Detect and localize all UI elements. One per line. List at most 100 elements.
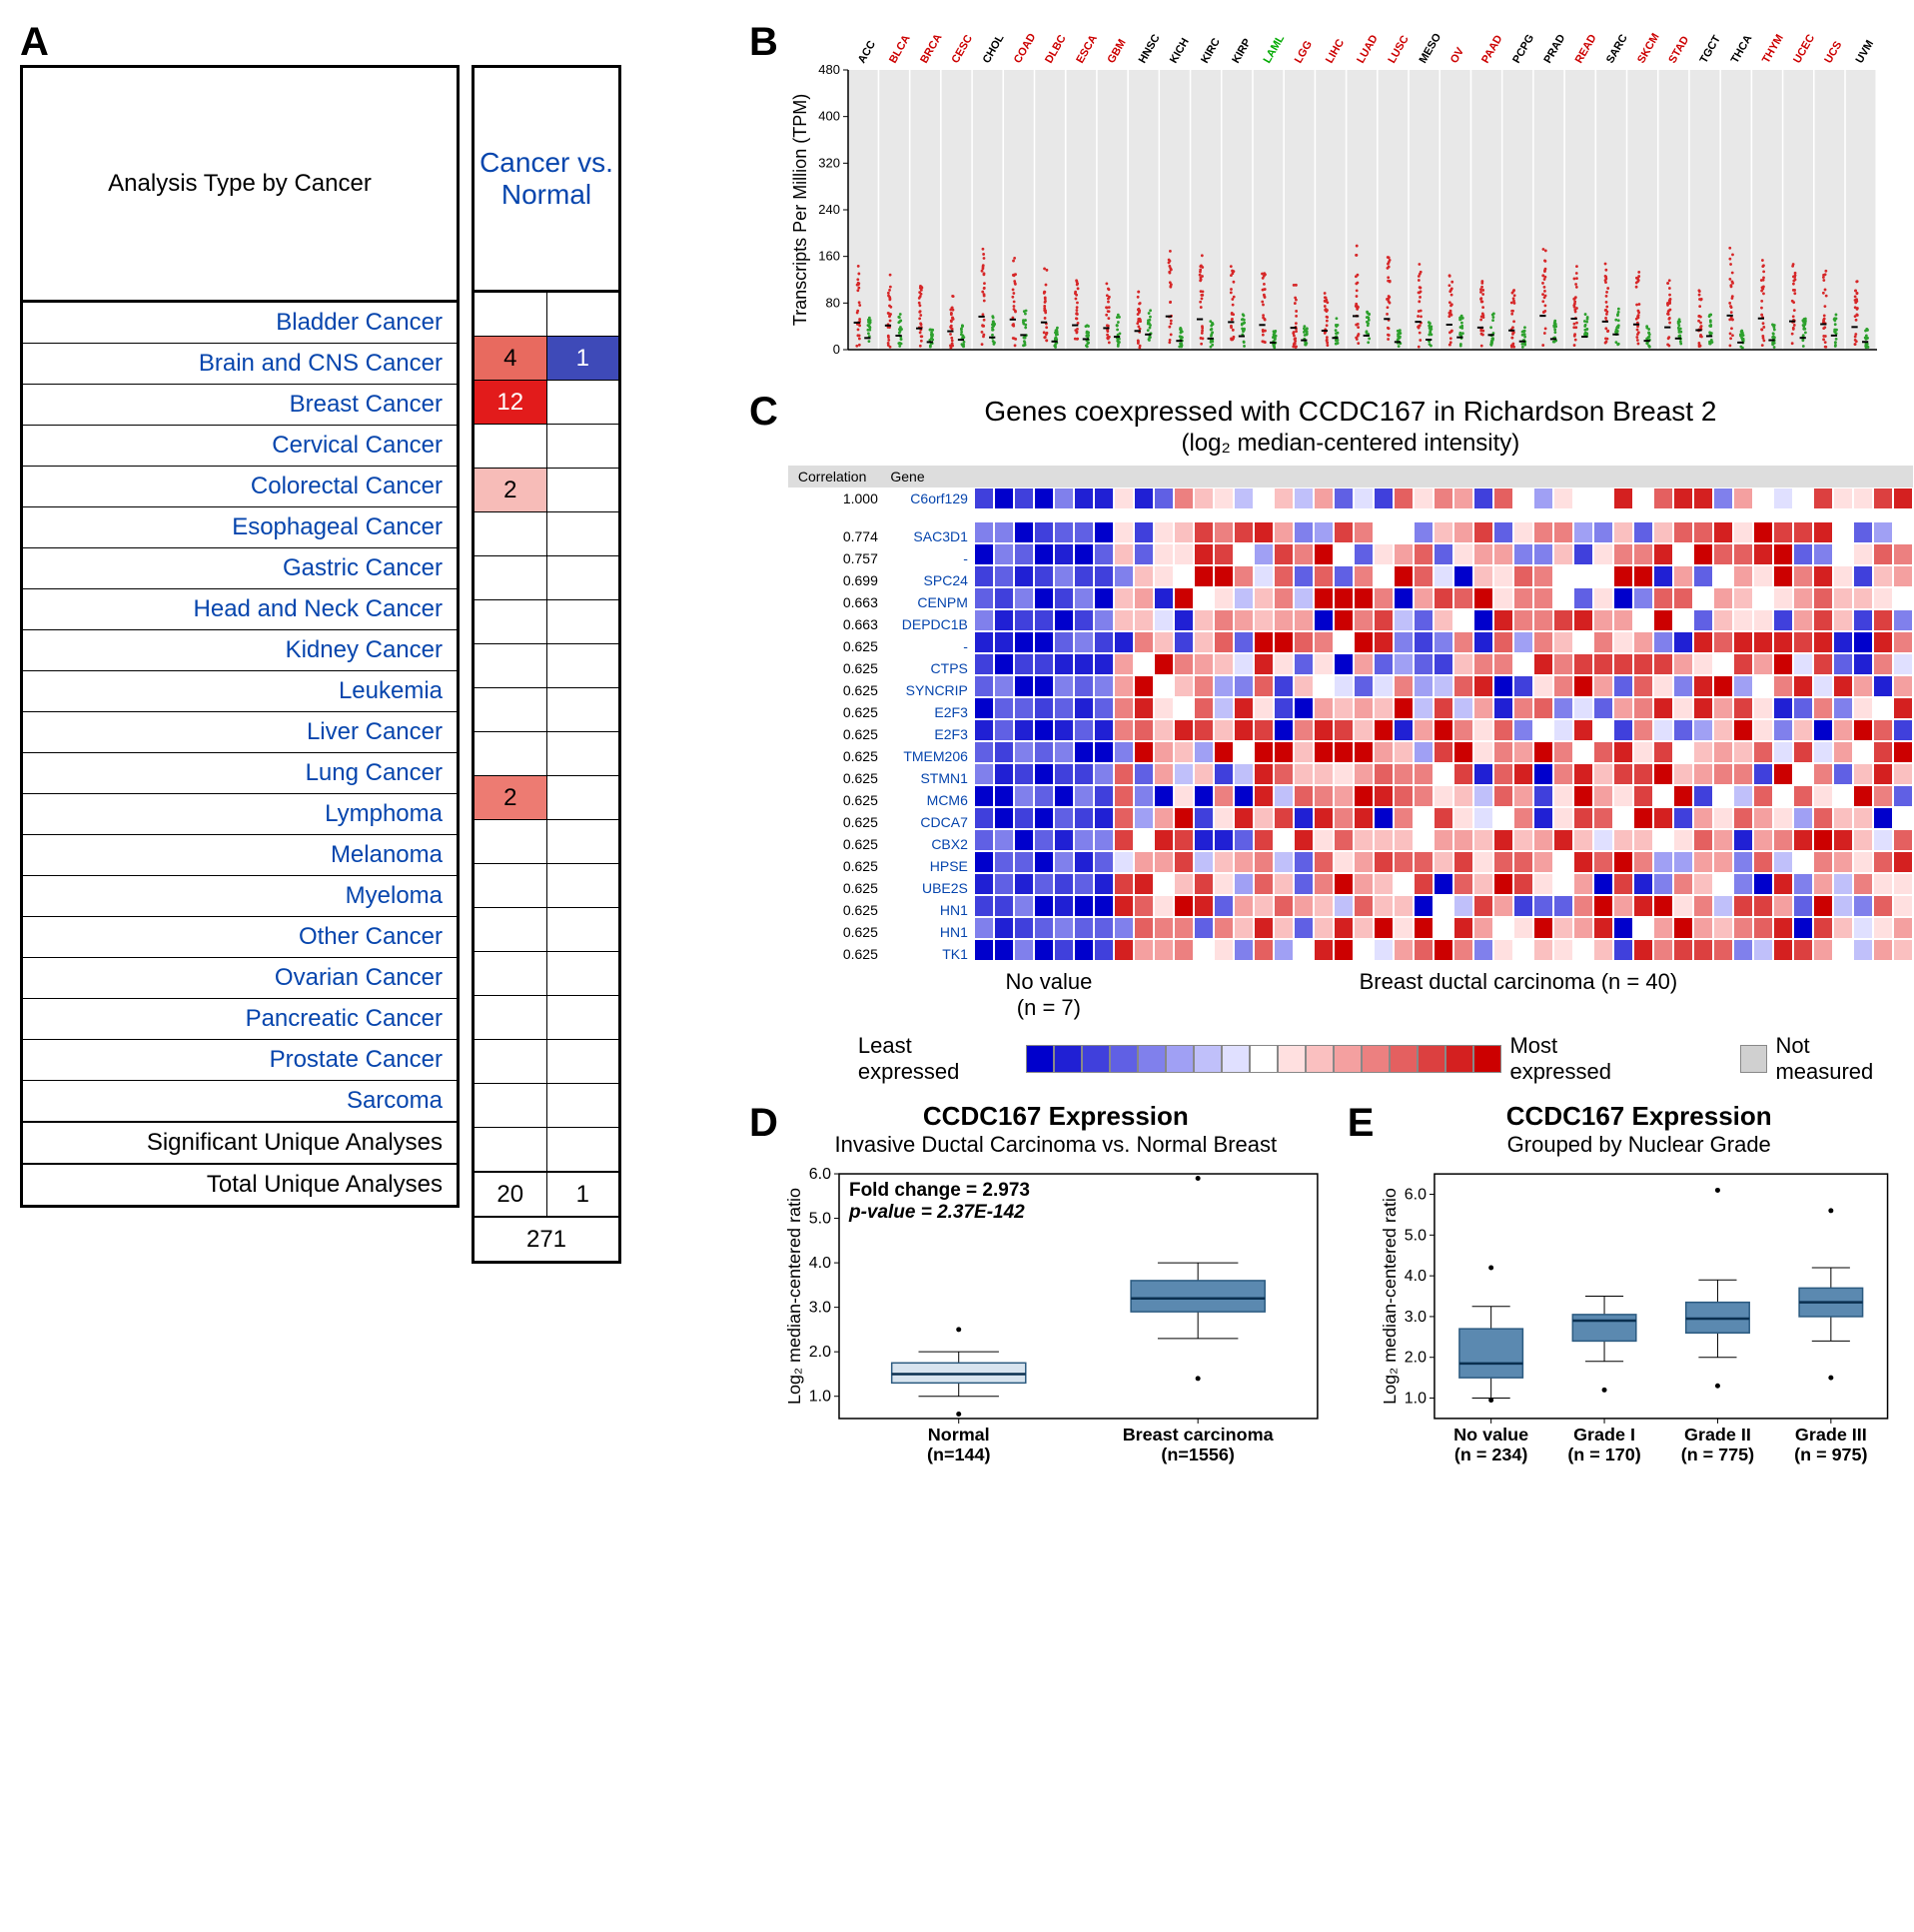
boxplot-d: 1.02.03.04.05.06.0Log₂ median-centered r… (784, 1164, 1328, 1473)
cancer-row[interactable]: Head and Neck Cancer (22, 589, 459, 630)
heatmap-group-labels: No value(n = 7) Breast ductal carcinoma … (788, 969, 1913, 1021)
down-cell (546, 732, 620, 776)
down-cell (546, 864, 620, 908)
svg-text:SKCM: SKCM (1635, 31, 1662, 65)
cancer-row[interactable]: Sarcoma (22, 1081, 459, 1123)
up-cell (474, 512, 547, 556)
svg-text:80: 80 (825, 295, 839, 310)
svg-text:1.0: 1.0 (809, 1389, 831, 1406)
cancer-row[interactable]: Liver Cancer (22, 712, 459, 753)
svg-text:Breast carcinoma: Breast carcinoma (1123, 1425, 1275, 1445)
down-cell (546, 1040, 620, 1084)
cancer-row[interactable]: Lymphoma (22, 794, 459, 835)
up-cell (474, 600, 547, 644)
svg-text:LIHC: LIHC (1324, 37, 1347, 65)
svg-text:3.0: 3.0 (809, 1300, 831, 1317)
cancer-row[interactable]: Esophageal Cancer (22, 507, 459, 548)
svg-text:Transcripts Per Million (TPM): Transcripts Per Million (TPM) (790, 94, 810, 326)
svg-text:OV: OV (1448, 45, 1467, 65)
cancer-row[interactable]: Melanoma (22, 835, 459, 876)
svg-text:6.0: 6.0 (809, 1166, 831, 1183)
cancer-table: Analysis Type by Cancer Bladder CancerBr… (20, 65, 460, 1208)
svg-text:(n = 234): (n = 234) (1454, 1445, 1527, 1464)
up-cell (474, 425, 547, 469)
panel-c-label: C (749, 390, 778, 435)
up-cell (474, 908, 547, 952)
up-cell: 12 (474, 381, 547, 425)
panel-c-subtitle: (log₂ median-centered intensity) (788, 430, 1913, 458)
cancer-row[interactable]: Gastric Cancer (22, 548, 459, 589)
panel-d-label: D (749, 1101, 778, 1478)
svg-text:PCPG: PCPG (1510, 32, 1536, 65)
cancer-row[interactable]: Lung Cancer (22, 753, 459, 794)
down-cell (546, 1128, 620, 1173)
panel-b-label: B (749, 20, 778, 65)
up-cell: 2 (474, 469, 547, 512)
svg-text:160: 160 (818, 249, 840, 264)
panel-a: Analysis Type by Cancer Bladder CancerBr… (20, 65, 719, 1264)
svg-text:480: 480 (818, 62, 840, 77)
cancer-row[interactable]: Colorectal Cancer (22, 467, 459, 507)
down-cell (546, 425, 620, 469)
up-cell: 4 (474, 337, 547, 381)
svg-text:6.0: 6.0 (1405, 1187, 1427, 1204)
svg-text:PRAD: PRAD (1541, 32, 1567, 65)
up-cell (474, 820, 547, 864)
svg-text:DLBC: DLBC (1043, 33, 1069, 66)
down-cell (546, 688, 620, 732)
up-cell (474, 644, 547, 688)
svg-text:LUAD: LUAD (1355, 33, 1381, 66)
up-cell (474, 1084, 547, 1128)
svg-text:KICH: KICH (1168, 36, 1192, 65)
down-cell (546, 776, 620, 820)
total-analyses: 271 (474, 1217, 620, 1263)
svg-text:p-value = 2.37E-142: p-value = 2.37E-142 (848, 1202, 1025, 1223)
cancer-row[interactable]: Ovarian Cancer (22, 958, 459, 999)
down-cell (546, 644, 620, 688)
up-cell (474, 1040, 547, 1084)
footer-sig: Significant Unique Analyses (22, 1122, 459, 1164)
svg-text:Log₂ median-centered ratio: Log₂ median-centered ratio (1380, 1188, 1400, 1405)
svg-text:Normal: Normal (928, 1425, 990, 1445)
cancer-row[interactable]: Myeloma (22, 876, 459, 917)
up-cell (474, 688, 547, 732)
cancer-row[interactable]: Prostate Cancer (22, 1040, 459, 1081)
svg-text:HNSC: HNSC (1137, 32, 1163, 65)
svg-text:ACC: ACC (856, 39, 878, 66)
svg-text:GBM: GBM (1105, 37, 1128, 65)
cancer-row[interactable]: Leukemia (22, 671, 459, 712)
svg-text:4.0: 4.0 (1405, 1268, 1427, 1285)
up-cell (474, 952, 547, 996)
cancer-row[interactable]: Breast Cancer (22, 385, 459, 426)
sig-up: 20 (474, 1172, 547, 1217)
down-cell (546, 600, 620, 644)
cancer-row[interactable]: Other Cancer (22, 917, 459, 958)
table-header-right: Cancer vs. Normal (474, 67, 620, 292)
panel-a-label: A (20, 20, 719, 65)
svg-text:3.0: 3.0 (1405, 1309, 1427, 1326)
svg-text:STAD: STAD (1666, 34, 1691, 65)
svg-text:LGG: LGG (1293, 39, 1315, 66)
svg-text:Grade I: Grade I (1574, 1425, 1636, 1445)
cancer-row[interactable]: Cervical Cancer (22, 426, 459, 467)
svg-text:5.0: 5.0 (809, 1211, 831, 1228)
cancer-row[interactable]: Pancreatic Cancer (22, 999, 459, 1040)
svg-text:(n=1556): (n=1556) (1161, 1445, 1234, 1464)
svg-text:MESO: MESO (1418, 31, 1444, 65)
cancer-row[interactable]: Bladder Cancer (22, 302, 459, 344)
svg-text:(n = 170): (n = 170) (1568, 1445, 1641, 1464)
down-cell (546, 556, 620, 600)
svg-text:(n=144): (n=144) (927, 1445, 990, 1464)
cancer-row[interactable]: Kidney Cancer (22, 630, 459, 671)
down-cell (546, 908, 620, 952)
svg-text:UVM: UVM (1853, 38, 1876, 65)
svg-text:BRCA: BRCA (918, 32, 944, 66)
cancer-row[interactable]: Brain and CNS Cancer (22, 344, 459, 385)
svg-text:PAAD: PAAD (1479, 33, 1505, 65)
heatmap-legend: Least expressed Most expressed Not measu… (858, 1033, 1913, 1085)
down-cell (546, 952, 620, 996)
up-cell (474, 1128, 547, 1173)
down-cell (546, 1084, 620, 1128)
panel-e-title: CCDC167 Expression (1380, 1101, 1898, 1132)
footer-total: Total Unique Analyses (22, 1164, 459, 1207)
